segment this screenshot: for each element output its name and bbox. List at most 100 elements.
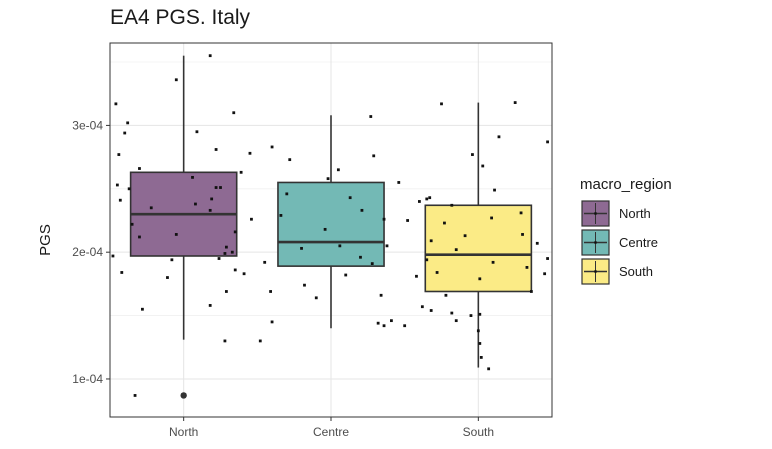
jitter-point: [126, 121, 130, 125]
jitter-point: [372, 154, 376, 158]
jitter-point: [219, 186, 222, 189]
legend-title: macro_region: [580, 176, 672, 193]
jitter-point: [279, 214, 283, 217]
jitter-point: [543, 272, 547, 276]
jitter-point: [497, 135, 501, 139]
jitter-point: [224, 290, 228, 293]
jitter-point: [248, 151, 252, 155]
jitter-point: [479, 356, 483, 359]
jitter-point: [360, 208, 364, 212]
jitter-point: [170, 258, 174, 262]
jitter-point: [546, 140, 549, 144]
chart-title: EA4 PGS. Italy: [110, 6, 251, 29]
jitter-point: [210, 197, 214, 201]
jitter-point: [476, 329, 480, 333]
jitter-point: [397, 181, 401, 184]
jitter-point: [214, 148, 218, 151]
jitter-point: [223, 252, 227, 255]
box-centre: [277, 181, 385, 267]
jitter-point: [546, 257, 549, 260]
jitter-point: [138, 235, 141, 239]
jitter-point: [224, 245, 228, 249]
jitter-point: [270, 145, 274, 149]
jitter-point: [285, 192, 289, 196]
jitter-point: [521, 233, 524, 236]
box-series: [129, 55, 533, 399]
jitter-point: [519, 211, 523, 215]
jitter-point: [288, 158, 292, 162]
jitter-point: [471, 153, 474, 156]
jitter-point: [208, 304, 212, 307]
jitter-point: [478, 342, 482, 345]
jitter-point: [314, 296, 318, 300]
jitter-point: [403, 324, 407, 328]
jitter-point: [174, 78, 178, 82]
jitter-point: [323, 227, 327, 231]
outlier-point: [180, 392, 187, 399]
jitter-point: [336, 168, 340, 172]
jitter-point: [258, 339, 262, 343]
jitter-point: [376, 321, 380, 325]
jitter-point: [111, 254, 115, 258]
jitter-point: [208, 208, 212, 212]
y-tick-label: 3e-04: [72, 118, 103, 132]
jitter-point: [382, 217, 386, 221]
jitter-point: [195, 130, 199, 134]
jitter-point: [487, 367, 491, 371]
x-tick-label: Centre: [313, 425, 349, 439]
y-tick-label: 2e-04: [72, 245, 103, 259]
jitter-point: [348, 196, 352, 200]
jitter-point: [493, 188, 496, 192]
jitter-point: [303, 283, 306, 287]
jitter-point: [270, 320, 274, 324]
jitter-point: [440, 102, 443, 106]
jitter-point: [382, 324, 386, 328]
jitter-point: [117, 153, 121, 156]
jitter-point: [230, 250, 234, 254]
y-tick-label: 1e-04: [72, 372, 103, 386]
jitter-point: [454, 248, 458, 252]
jitter-point: [478, 277, 482, 281]
jitter-point: [166, 276, 169, 279]
jitter-point: [344, 273, 348, 277]
jitter-point: [130, 222, 134, 226]
jitter-point: [450, 311, 454, 315]
x-tick-label: South: [463, 425, 494, 439]
legend-label-south: South: [619, 264, 653, 279]
jitter-point: [469, 314, 473, 317]
jitter-point: [115, 183, 119, 187]
jitter-point: [208, 54, 212, 58]
jitter-point: [379, 293, 383, 297]
jitter-point: [232, 111, 236, 115]
jitter-point: [420, 305, 424, 309]
jitter-point: [300, 246, 303, 250]
jitter-point: [415, 274, 418, 278]
jitter-point: [370, 262, 374, 265]
jitter-point: [359, 255, 362, 259]
jitter-point: [529, 290, 533, 293]
jitter-point: [114, 102, 118, 106]
jitter-point: [191, 175, 194, 179]
jitter-point: [269, 290, 272, 293]
jitter-point: [429, 309, 433, 312]
jitter-point: [239, 170, 243, 174]
jitter-point: [491, 260, 495, 264]
jitter-point: [250, 217, 253, 221]
jitter-point: [454, 319, 458, 323]
jitter-point: [490, 216, 493, 220]
jitter-point: [425, 258, 429, 262]
jitter-point: [194, 202, 197, 206]
legend-label-centre: Centre: [619, 235, 658, 250]
jitter-point: [138, 167, 141, 170]
jitter-point: [428, 196, 432, 200]
jitter-point: [481, 164, 485, 168]
y-axis-title: PGS: [37, 224, 54, 256]
jitter-point: [435, 271, 439, 274]
jitter-point: [535, 241, 539, 245]
jitter-point: [338, 244, 342, 248]
jitter-point: [120, 271, 124, 274]
legend-key-point: [594, 270, 597, 273]
jitter-point: [369, 115, 373, 118]
jitter-point: [149, 206, 153, 210]
